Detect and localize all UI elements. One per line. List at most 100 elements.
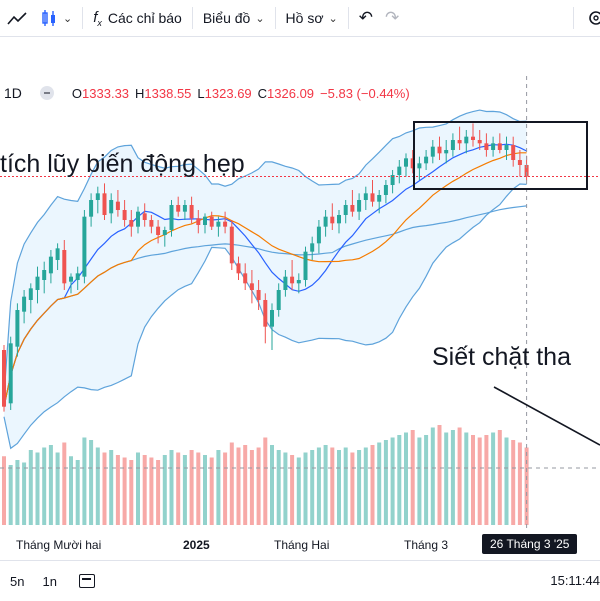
candle-body: [55, 248, 60, 260]
volume-bar: [316, 447, 321, 525]
volume-bar: [8, 465, 13, 525]
candle-body: [517, 160, 522, 165]
candle-body: [42, 270, 47, 280]
range-highlight-box: [413, 121, 588, 190]
timeframe-label[interactable]: 1D: [4, 85, 22, 101]
bottom-toolbar: 5n 1n 15:11:44: [0, 560, 600, 601]
range-5y-button[interactable]: 5n: [10, 573, 25, 589]
candles-style-button[interactable]: ⌄: [34, 0, 78, 36]
candle-body: [243, 273, 248, 284]
volume-bar: [464, 432, 469, 525]
open-value: 1333.33: [82, 85, 130, 101]
candle-body: [75, 273, 80, 280]
candle-body: [223, 221, 228, 227]
volume-bar: [22, 462, 27, 525]
volume-bar: [75, 460, 80, 525]
volume-bar: [236, 447, 241, 525]
x-tick-label: Tháng 3: [404, 538, 449, 552]
annotation-narrow-range[interactable]: tích lũy biến động hẹp: [0, 150, 245, 178]
collapse-legend-icon[interactable]: [39, 86, 54, 100]
bollinger-band-fill: [4, 110, 527, 449]
volume-bar: [149, 457, 154, 525]
candle-body: [236, 263, 241, 274]
volume-bar: [471, 435, 475, 525]
volume-bar: [276, 450, 281, 525]
volume-bar: [390, 437, 395, 525]
volume-bar: [162, 455, 167, 525]
candle-body: [249, 283, 254, 290]
undo-button[interactable]: ↶: [353, 0, 379, 36]
candle-body: [182, 205, 187, 212]
volume-bar: [28, 450, 33, 525]
candle-body: [404, 158, 408, 167]
candles-icon: [42, 10, 55, 26]
chevron-down-icon: ⌄: [63, 12, 73, 25]
profile-menu-button[interactable]: Hồ sơ ⌄: [280, 0, 344, 36]
candle-body: [216, 221, 221, 227]
volume-bar: [249, 450, 254, 525]
candle-body: [283, 276, 288, 290]
volume-bar: [122, 457, 127, 525]
candle-body: [450, 140, 455, 150]
x-tick-label: Tháng Mười hai: [16, 538, 102, 552]
candle-body: [2, 350, 6, 407]
candle-body: [390, 175, 395, 185]
calendar-icon[interactable]: [78, 574, 95, 588]
candle-body: [363, 193, 368, 200]
time-axis[interactable]: Tháng Mười hai 2025 Tháng Hai Tháng 3 26…: [0, 530, 600, 558]
candle-body: [323, 216, 328, 227]
volume-bar: [189, 450, 194, 525]
candle-body: [370, 193, 375, 202]
candle-body: [417, 163, 422, 169]
candle-body: [343, 205, 348, 215]
gear-icon: [589, 11, 600, 25]
change-value: −5.83 (−0.44%): [320, 85, 410, 101]
line-tool-icon[interactable]: [0, 0, 34, 36]
divider: [191, 7, 193, 29]
x-tick-label: Tháng Hai: [274, 538, 330, 552]
candle-body: [149, 220, 154, 227]
volume-bar: [477, 437, 482, 525]
range-1y-button[interactable]: 1n: [42, 573, 57, 589]
volume-bar: [169, 450, 174, 525]
candle-body: [69, 276, 73, 282]
candle-body: [8, 343, 13, 404]
redo-button[interactable]: ↷: [379, 0, 405, 36]
volume-bar: [350, 452, 355, 525]
volume-bar: [55, 452, 60, 525]
candle-body: [444, 150, 449, 154]
volume-bar: [517, 442, 522, 525]
candle-body: [464, 136, 469, 144]
volume-bar: [243, 445, 248, 525]
chevron-down-icon: ⌄: [255, 12, 265, 25]
volume-bar: [357, 450, 362, 525]
volume-bar: [69, 456, 73, 525]
volume-bar: [229, 442, 234, 525]
chart-menu-button[interactable]: Biểu đồ ⌄: [197, 0, 271, 36]
volume-bar: [209, 457, 214, 525]
volume-bar: [343, 447, 348, 525]
annotation-arrow: [493, 386, 600, 446]
candle-body: [102, 193, 107, 215]
volume-bar: [196, 452, 201, 525]
settings-button[interactable]: [578, 0, 600, 36]
candle-body: [136, 211, 140, 227]
candle-body: [296, 280, 301, 284]
volume-bar: [370, 445, 375, 525]
candle-body: [290, 276, 295, 284]
candle-body: [511, 145, 516, 160]
volume-bar: [2, 456, 6, 525]
annotation-squeeze[interactable]: Siết chặt tha: [432, 343, 571, 371]
candle-body: [256, 290, 261, 300]
divider: [347, 7, 349, 29]
candle-body: [276, 290, 281, 310]
volume-bar: [223, 452, 228, 525]
volume-bar: [497, 430, 502, 525]
top-toolbar: ⌄ fx Các chỉ báo Biểu đồ ⌄ Hồ sơ ⌄ ↶ ↷: [0, 0, 600, 37]
volume-bar: [263, 437, 268, 525]
volume-bar: [404, 432, 408, 525]
candle-body: [156, 226, 161, 235]
candle-body: [424, 156, 429, 164]
indicators-button[interactable]: fx Các chỉ báo: [87, 0, 188, 36]
